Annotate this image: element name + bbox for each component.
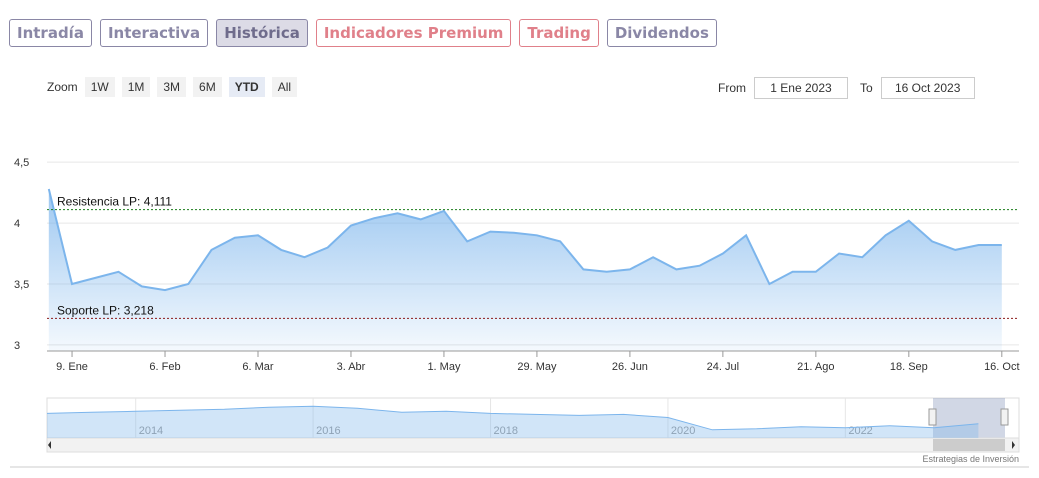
zoom-button[interactable]: 6M bbox=[193, 77, 222, 97]
to-label: To bbox=[860, 81, 873, 95]
x-tick-label: 9. Ene bbox=[56, 361, 88, 373]
x-tick-label: 21. Ago bbox=[797, 361, 834, 373]
price-line bbox=[47, 188, 1002, 292]
navigator-tick-label: 2018 bbox=[494, 425, 518, 437]
zoom-button[interactable]: YTD bbox=[228, 77, 265, 97]
zoom-button[interactable]: 1W bbox=[84, 77, 115, 97]
area-fill bbox=[48, 189, 1002, 351]
zoom-button[interactable]: 3M bbox=[157, 77, 187, 97]
reference-label: Soporte LP: 3,218 bbox=[57, 303, 154, 317]
y-tick-label: 3 bbox=[14, 340, 20, 352]
from-input[interactable]: 1 Ene 2023 bbox=[754, 77, 848, 99]
x-tick-label: 6. Mar bbox=[242, 361, 274, 373]
scrollbar-thumb[interactable] bbox=[933, 439, 1005, 451]
navigator-tick-label: 2020 bbox=[671, 425, 695, 437]
reference-label: Resistencia LP: 4,111 bbox=[57, 195, 172, 209]
x-tick-label: 18. Sep bbox=[890, 361, 928, 373]
navigator-tick-label: 2014 bbox=[139, 425, 163, 437]
navigator-area bbox=[47, 406, 979, 438]
y-tick-label: 4 bbox=[14, 218, 20, 230]
to-input[interactable]: 16 Oct 2023 bbox=[880, 77, 975, 99]
x-tick-label: 1. May bbox=[427, 361, 461, 373]
tab[interactable]: Trading bbox=[519, 19, 599, 47]
x-tick-label: 16. Oct bbox=[984, 361, 1019, 373]
scroll-left[interactable] bbox=[48, 441, 51, 449]
navigator-line bbox=[46, 405, 979, 431]
scroll-right[interactable] bbox=[1012, 441, 1015, 449]
x-tick-label: 3. Abr bbox=[337, 361, 366, 373]
x-tick-label: 6. Feb bbox=[149, 361, 180, 373]
x-tick-label: 26. Jun bbox=[612, 361, 648, 373]
tab-bar: Intradía Interactiva Histórica Indicadores … bbox=[9, 19, 717, 47]
navigator-window[interactable] bbox=[933, 398, 1005, 438]
zoom-bar: Zoom 1W 1M 3M 6M YTD All bbox=[47, 77, 298, 97]
tab[interactable]: Histórica bbox=[216, 19, 308, 47]
zoom-button[interactable]: All bbox=[271, 77, 298, 97]
navigator-frame bbox=[46, 397, 1020, 439]
y-tick-label: 3,5 bbox=[14, 279, 29, 291]
credits: Estrategias de Inversión bbox=[922, 454, 1019, 464]
navigator-handle[interactable] bbox=[1000, 408, 1009, 426]
navigator-tick-label: 2022 bbox=[848, 425, 872, 437]
x-tick-label: 24. Jul bbox=[707, 361, 739, 373]
tab[interactable]: Indicadores Premium bbox=[315, 19, 512, 47]
navigator-tick-label: 2016 bbox=[316, 425, 340, 437]
scrollbar[interactable] bbox=[46, 437, 1020, 453]
tab[interactable]: Dividendos bbox=[606, 19, 717, 47]
x-tick-label: 29. May bbox=[517, 361, 557, 373]
zoom-label: Zoom bbox=[47, 80, 78, 94]
zoom-button[interactable]: 1M bbox=[121, 77, 151, 97]
from-label: From bbox=[718, 81, 746, 95]
navigator-handle[interactable] bbox=[928, 408, 937, 426]
date-range: From 1 Ene 2023 To 16 Oct 2023 bbox=[718, 77, 987, 99]
tab[interactable]: Intradía bbox=[9, 19, 92, 47]
tab[interactable]: Interactiva bbox=[99, 19, 209, 47]
y-tick-label: 4,5 bbox=[14, 157, 29, 169]
